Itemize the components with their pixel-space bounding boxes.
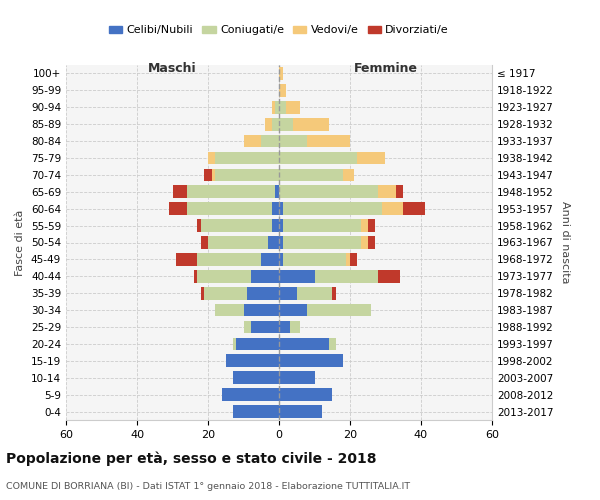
Text: Maschi: Maschi (148, 62, 197, 74)
Bar (187, 186, 275, 198)
Bar (307, 304, 371, 316)
Bar (261, 253, 279, 266)
Bar (279, 372, 314, 384)
Bar (283, 253, 346, 266)
Bar (233, 405, 279, 418)
Bar (173, 186, 187, 198)
Bar (279, 270, 314, 282)
Bar (332, 287, 336, 300)
Bar (201, 287, 205, 300)
Bar (272, 220, 279, 232)
Bar (279, 202, 283, 215)
Bar (197, 270, 251, 282)
Bar (368, 236, 375, 249)
Legend: Celibi/Nubili, Coniugati/e, Vedovi/e, Divorziati/e: Celibi/Nubili, Coniugati/e, Vedovi/e, Di… (104, 21, 454, 40)
Bar (290, 320, 300, 334)
Bar (307, 134, 350, 147)
Bar (346, 253, 350, 266)
Bar (208, 152, 215, 164)
Bar (194, 270, 197, 282)
Bar (279, 84, 286, 96)
Bar (279, 320, 290, 334)
Bar (361, 220, 368, 232)
Bar (279, 405, 322, 418)
Bar (251, 320, 279, 334)
Bar (208, 236, 268, 249)
Bar (343, 168, 353, 181)
Bar (215, 168, 279, 181)
Bar (279, 388, 332, 401)
Bar (272, 101, 275, 114)
Bar (205, 168, 212, 181)
Y-axis label: Fasce di età: Fasce di età (16, 210, 25, 276)
Text: Femmine: Femmine (353, 62, 418, 74)
Bar (272, 202, 279, 215)
Bar (265, 118, 272, 130)
Bar (403, 202, 425, 215)
Bar (197, 220, 201, 232)
Bar (226, 354, 279, 367)
Bar (379, 270, 400, 282)
Bar (205, 287, 247, 300)
Bar (279, 220, 283, 232)
Bar (361, 236, 368, 249)
Bar (244, 134, 261, 147)
Bar (233, 372, 279, 384)
Bar (268, 236, 279, 249)
Bar (215, 304, 244, 316)
Bar (283, 220, 361, 232)
Bar (279, 67, 283, 80)
Bar (176, 253, 197, 266)
Bar (396, 186, 403, 198)
Bar (279, 354, 343, 367)
Bar (314, 270, 379, 282)
Bar (279, 186, 379, 198)
Bar (222, 388, 279, 401)
Bar (279, 304, 307, 316)
Bar (283, 236, 361, 249)
Bar (350, 253, 357, 266)
Bar (279, 118, 293, 130)
Y-axis label: Anni di nascita: Anni di nascita (560, 201, 570, 284)
Bar (382, 202, 403, 215)
Bar (279, 134, 307, 147)
Bar (279, 152, 357, 164)
Bar (297, 287, 332, 300)
Bar (275, 101, 279, 114)
Bar (244, 320, 251, 334)
Bar (279, 168, 343, 181)
Text: Popolazione per età, sesso e stato civile - 2018: Popolazione per età, sesso e stato civil… (6, 451, 377, 466)
Bar (251, 270, 279, 282)
Bar (279, 338, 329, 350)
Bar (236, 338, 279, 350)
Bar (283, 202, 382, 215)
Bar (187, 202, 272, 215)
Bar (275, 186, 279, 198)
Bar (244, 304, 279, 316)
Bar (293, 118, 329, 130)
Bar (279, 287, 297, 300)
Bar (169, 202, 187, 215)
Bar (197, 253, 261, 266)
Bar (201, 220, 272, 232)
Bar (329, 338, 336, 350)
Bar (247, 287, 279, 300)
Text: COMUNE DI BORRIANA (BI) - Dati ISTAT 1° gennaio 2018 - Elaborazione TUTTITALIA.I: COMUNE DI BORRIANA (BI) - Dati ISTAT 1° … (6, 482, 410, 491)
Bar (272, 118, 279, 130)
Bar (279, 236, 283, 249)
Bar (286, 101, 301, 114)
Bar (379, 186, 396, 198)
Bar (215, 152, 279, 164)
Bar (233, 338, 236, 350)
Bar (368, 220, 375, 232)
Bar (357, 152, 385, 164)
Bar (201, 236, 208, 249)
Bar (279, 253, 283, 266)
Bar (279, 101, 286, 114)
Bar (261, 134, 279, 147)
Bar (212, 168, 215, 181)
